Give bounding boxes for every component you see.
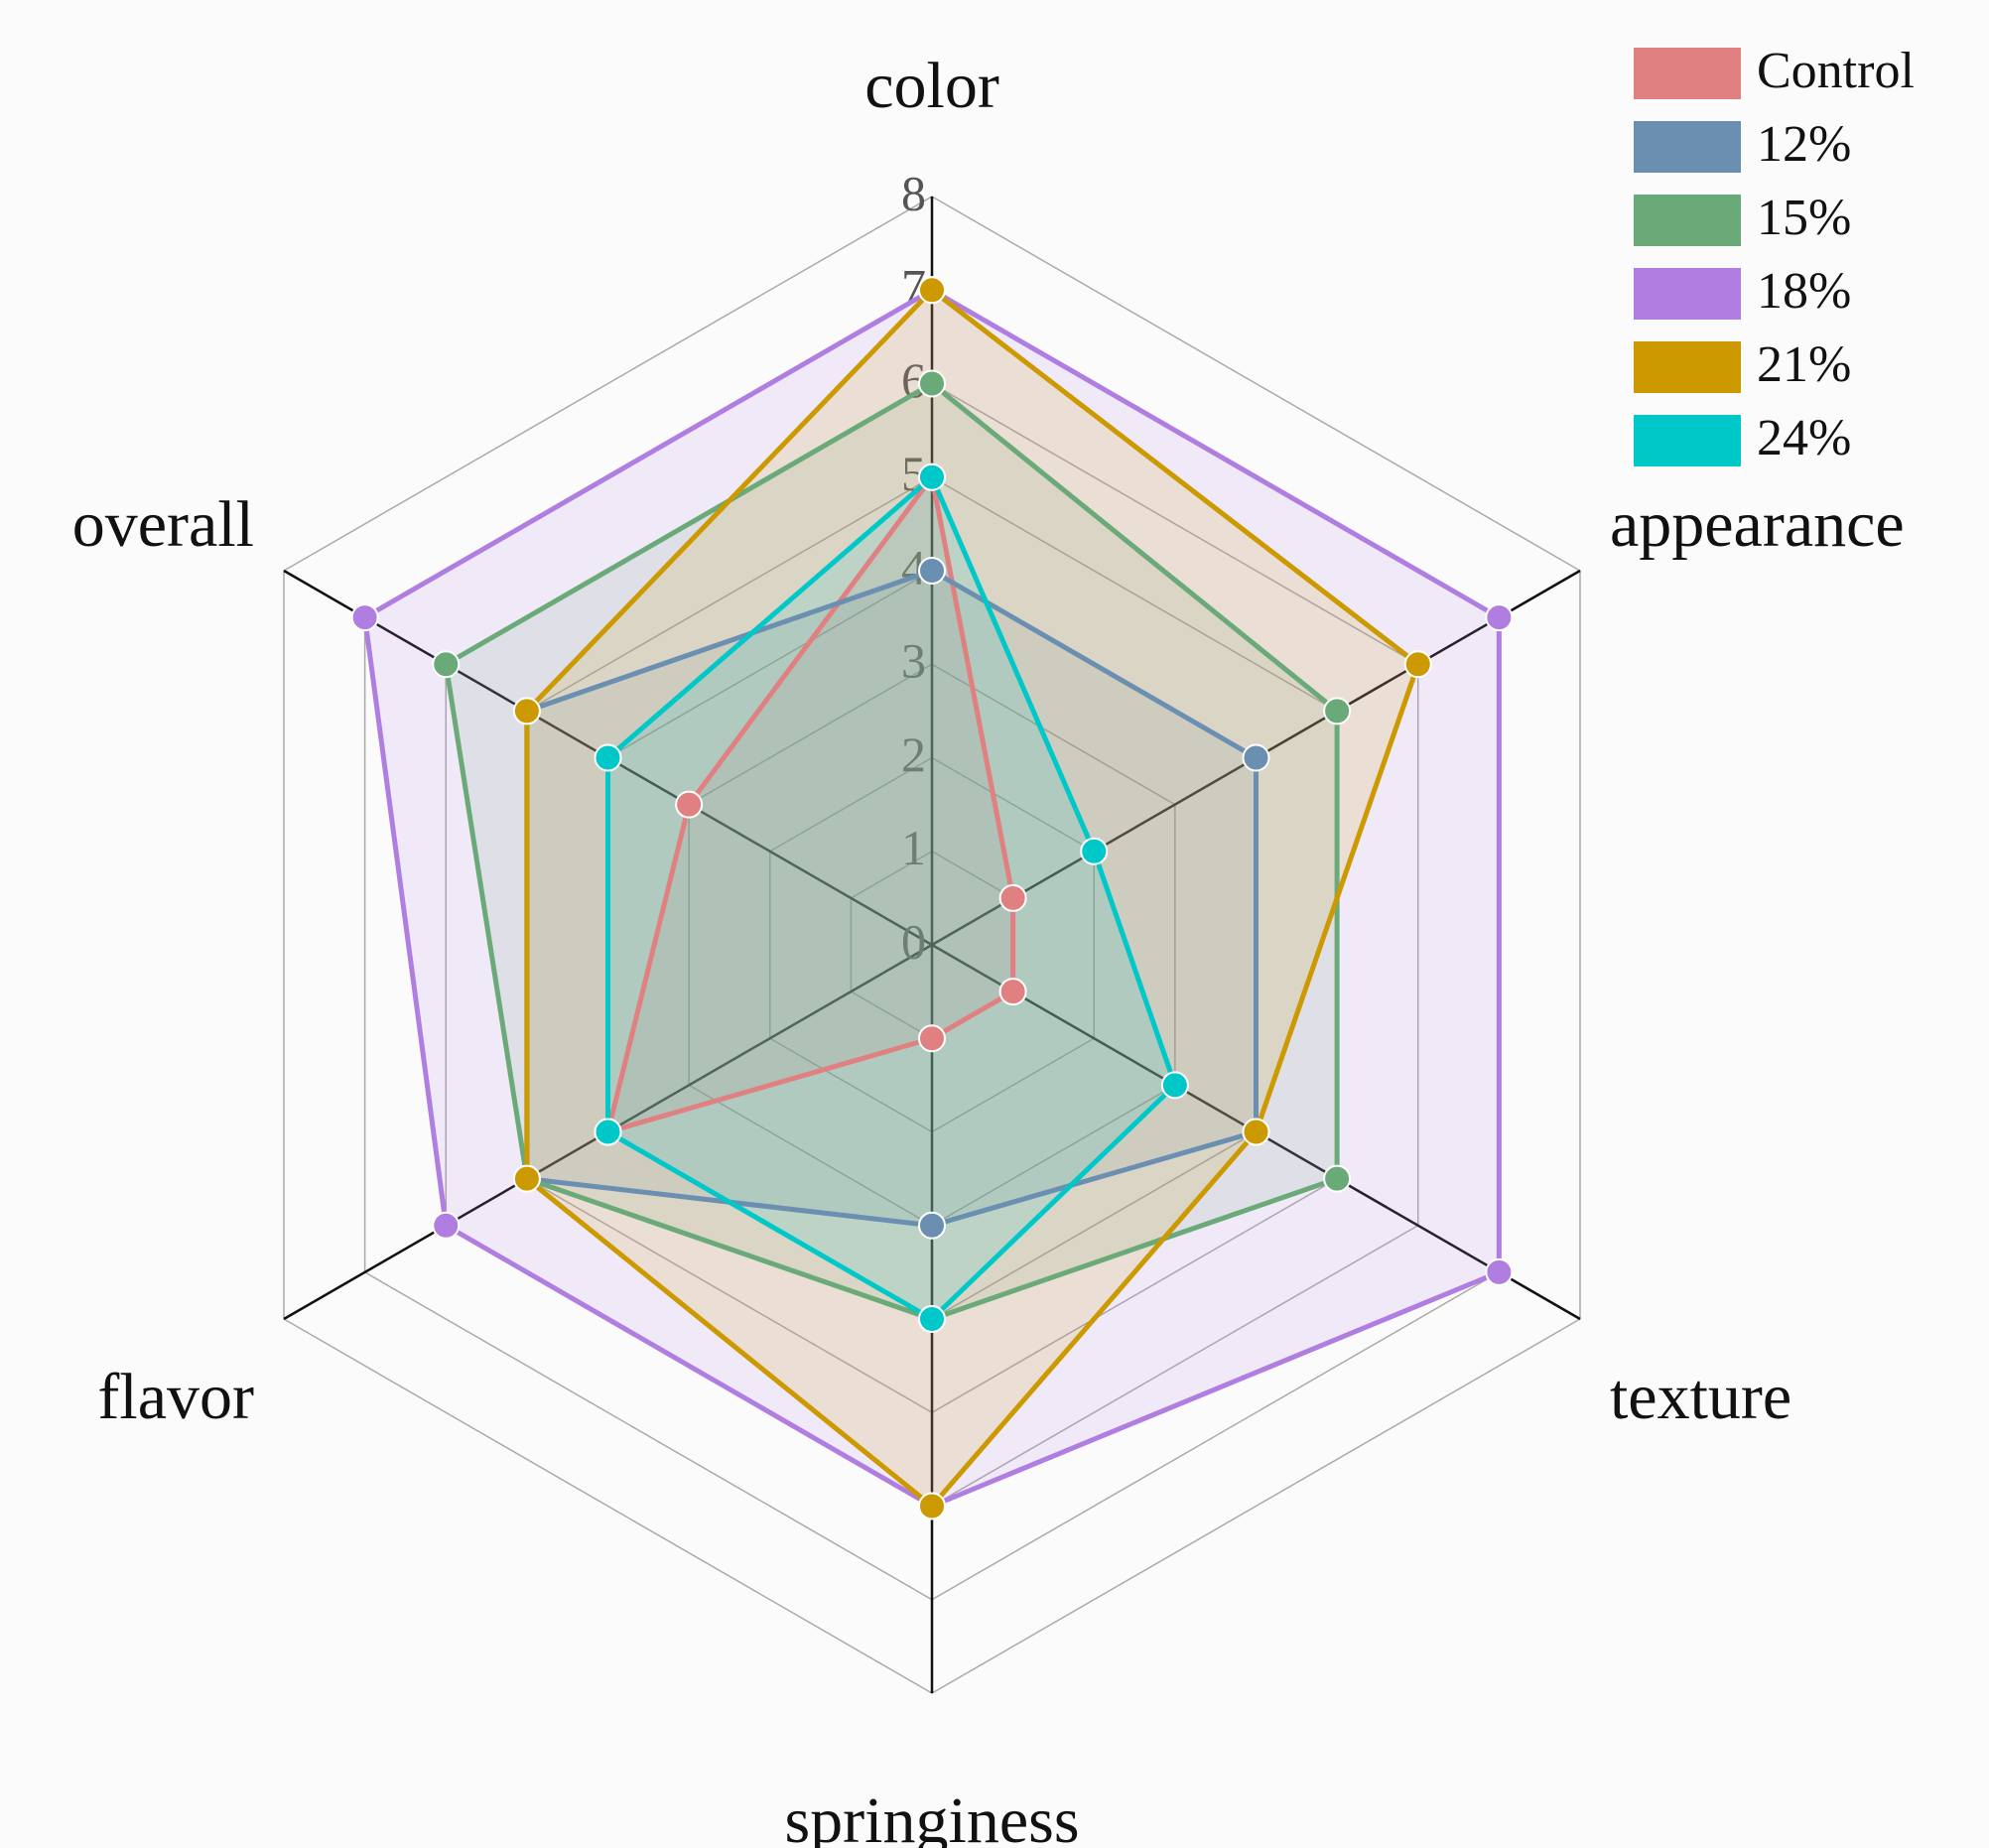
- legend-label: 15%: [1757, 190, 1851, 246]
- r-tick-label: 0: [901, 913, 926, 969]
- legend-swatch: [1634, 268, 1741, 320]
- data-point: [918, 369, 946, 398]
- series-area: [364, 290, 1500, 1507]
- data-point: [918, 276, 946, 305]
- data-point: [918, 1305, 946, 1333]
- data-point: [512, 697, 541, 726]
- data-point: [1242, 743, 1270, 772]
- legend-label: 12%: [1757, 116, 1851, 173]
- legend-swatch: [1634, 341, 1741, 393]
- category-label: color: [864, 50, 999, 122]
- legend-swatch: [1634, 415, 1741, 466]
- r-tick-label: 8: [901, 165, 926, 220]
- category-label: overall: [72, 488, 254, 561]
- category-label: springiness: [785, 1784, 1080, 1848]
- series-area: [526, 571, 1257, 1226]
- data-point: [918, 462, 946, 491]
- data-point: [918, 557, 946, 585]
- legend-swatch: [1634, 121, 1741, 173]
- data-point: [1080, 837, 1109, 865]
- data-point: [1485, 603, 1514, 632]
- series-area: [446, 383, 1338, 1319]
- series-area: [607, 476, 1175, 1319]
- data-point: [918, 1492, 946, 1520]
- data-point: [1242, 1118, 1270, 1146]
- r-tick-label: 3: [901, 633, 926, 689]
- data-point: [675, 790, 704, 819]
- legend-label: 18%: [1757, 263, 1851, 320]
- data-point: [1323, 697, 1352, 726]
- data-point: [594, 1118, 622, 1146]
- legend-label: 24%: [1757, 410, 1851, 466]
- data-point: [512, 1164, 541, 1193]
- category-label: appearance: [1610, 488, 1905, 561]
- category-label: flavor: [97, 1361, 254, 1433]
- data-point: [350, 603, 379, 632]
- legend-label: 21%: [1757, 336, 1851, 393]
- data-point: [918, 1211, 946, 1240]
- r-tick-label: 2: [901, 726, 926, 782]
- r-tick-label: 1: [901, 820, 926, 875]
- data-point: [432, 1211, 461, 1240]
- legend-swatch: [1634, 48, 1741, 99]
- data-point: [432, 650, 461, 679]
- data-point: [918, 1024, 946, 1053]
- data-point: [594, 743, 622, 772]
- data-point: [1485, 1257, 1514, 1286]
- legend-label: Control: [1757, 43, 1915, 99]
- data-point: [998, 978, 1027, 1006]
- data-point: [1323, 1164, 1352, 1193]
- series-area: [607, 476, 1013, 1132]
- data-point: [998, 883, 1027, 912]
- legend-swatch: [1634, 195, 1741, 246]
- data-point: [1160, 1071, 1189, 1100]
- data-point: [1403, 650, 1432, 679]
- category-label: texture: [1610, 1361, 1791, 1433]
